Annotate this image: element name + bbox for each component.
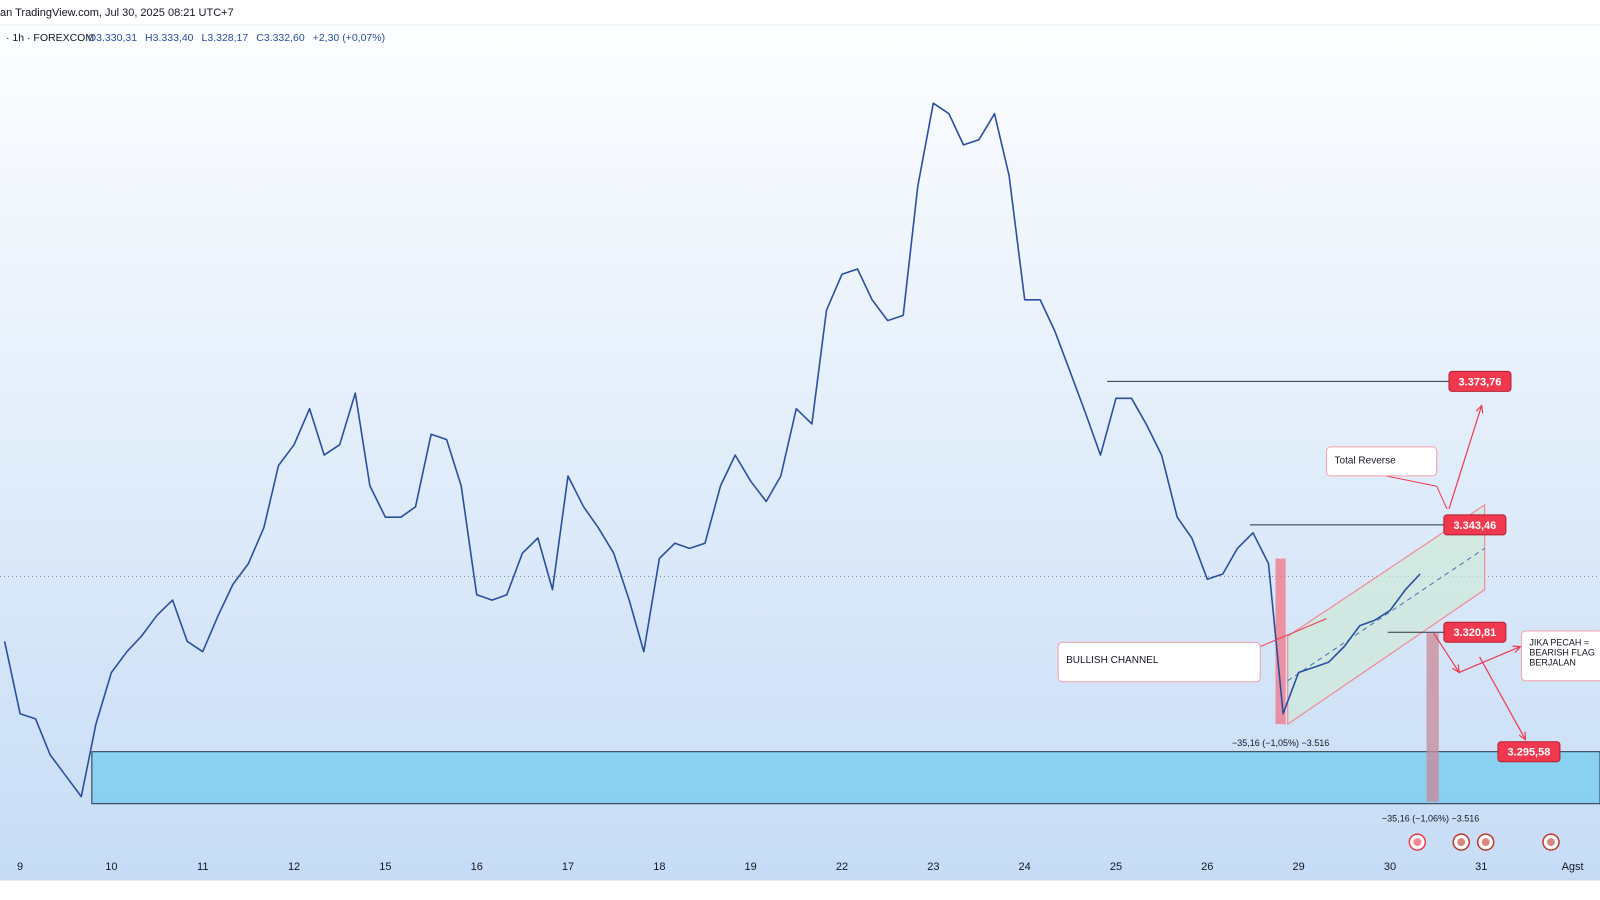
channel-mid — [1287, 547, 1485, 682]
ohlc-value: L3.328,17 — [202, 32, 249, 44]
arrow-head — [1512, 645, 1522, 653]
total-reverse-label: Total Reverse — [1335, 456, 1397, 467]
callout-line — [1259, 618, 1327, 648]
x-tick-label: Agst — [1562, 861, 1584, 873]
header-title: an TradingView.com, Jul 30, 2025 08:21 U… — [0, 7, 234, 19]
bearish-flag-label: BERJALAN — [1529, 657, 1576, 667]
bullish-channel-label: BULLISH CHANNEL — [1066, 655, 1159, 666]
bullish-channel-label-box — [1057, 641, 1261, 683]
x-tick-label: 18 — [653, 861, 665, 873]
measure-bar — [1275, 558, 1286, 725]
x-tick-label: 9 — [17, 861, 23, 873]
measure-text: −35,16 (−1,05%) −3.516 — [1232, 738, 1329, 748]
arrow-line — [1479, 656, 1527, 740]
x-tick-label: 31 — [1475, 861, 1487, 873]
level-label-box — [1443, 514, 1507, 536]
header-bar — [0, 0, 1600, 25]
measure-bar — [1426, 633, 1439, 802]
price-line — [3, 102, 1421, 798]
x-tick-label: 25 — [1110, 861, 1122, 873]
ohlc-value: O3.330,31 — [88, 32, 137, 44]
event-icon-dot — [1413, 838, 1422, 847]
event-icon-dot — [1457, 838, 1466, 847]
plot-background — [0, 0, 1600, 880]
event-icon-dot — [1481, 838, 1490, 847]
level-label: 3.320,81 — [1453, 627, 1496, 639]
x-tick-label: 30 — [1384, 861, 1396, 873]
level-label-box — [1448, 370, 1512, 392]
x-tick-label: 17 — [562, 861, 574, 873]
x-tick-label: 23 — [927, 861, 939, 873]
support-zone — [91, 751, 1600, 805]
x-tick-label: 29 — [1293, 861, 1305, 873]
level-label: 3.373,76 — [1459, 376, 1502, 388]
x-tick-label: 11 — [197, 861, 208, 873]
measure-text: −35,16 (−1,06%) −3.516 — [1382, 814, 1479, 824]
ohlc-value: H3.333,40 — [145, 32, 194, 44]
total-reverse-label-box — [1326, 446, 1438, 477]
x-tick-label: 26 — [1201, 861, 1213, 873]
symbol-info: · 1h · FOREXCOM — [6, 32, 94, 44]
bearish-flag-label: JIKA PECAH = — [1529, 637, 1589, 647]
x-tick-label: 16 — [471, 861, 483, 873]
arrow-line — [1458, 646, 1521, 673]
level-label: 3.343,46 — [1453, 520, 1496, 532]
level-label-box — [1497, 741, 1561, 763]
x-tick-label: 15 — [379, 861, 391, 873]
level-label-box — [1443, 621, 1507, 643]
arrow-head — [1518, 731, 1527, 741]
arrow-line — [1433, 632, 1460, 673]
x-axis-band — [0, 880, 1600, 900]
x-tick-label: 10 — [105, 861, 117, 873]
ohlc-value: +2,30 (+0,07%) — [313, 32, 385, 44]
event-icon-dot — [1547, 838, 1556, 847]
arrow-line — [1448, 405, 1483, 510]
x-tick-label: 12 — [288, 861, 300, 873]
level-label: 3.295,58 — [1508, 747, 1551, 759]
callout-line — [1385, 475, 1437, 487]
x-tick-label: 24 — [1019, 861, 1031, 873]
x-tick-label: 19 — [745, 861, 757, 873]
callout-line — [1436, 486, 1448, 510]
x-tick-label: 22 — [836, 861, 848, 873]
ohlc-value: C3.332,60 — [256, 32, 305, 44]
bearish-flag-label: BEARISH FLAG — [1529, 647, 1595, 657]
arrow-head — [1475, 404, 1484, 414]
bearish-flag-label-box — [1520, 630, 1600, 682]
